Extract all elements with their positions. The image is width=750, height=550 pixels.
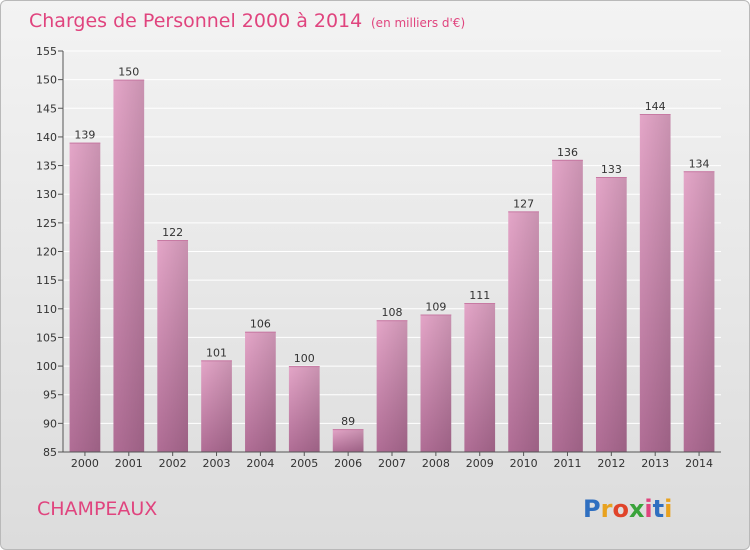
y-tick-label: 145 (36, 102, 57, 115)
data-label: 89 (341, 415, 355, 428)
x-tick-label: 2012 (597, 457, 625, 470)
x-tick-label: 2008 (422, 457, 450, 470)
y-tick-label: 150 (36, 74, 57, 87)
bar-shade (376, 320, 408, 452)
proxiti-logo-letter: t (653, 495, 664, 523)
y-tick-label: 125 (36, 217, 57, 230)
data-label: 127 (513, 197, 534, 210)
data-label: 111 (469, 289, 490, 302)
proxiti-logo-letter: x (629, 495, 645, 523)
bar-shade (288, 366, 320, 452)
bar-shade (683, 171, 715, 453)
y-tick-label: 95 (43, 389, 57, 402)
bar-shade (639, 114, 671, 452)
y-tick-label: 85 (43, 446, 57, 459)
data-label: 144 (645, 100, 666, 113)
bar-shade (508, 211, 539, 452)
proxiti-logo: Proxiti (583, 495, 672, 523)
x-tick-label: 2000 (71, 457, 99, 470)
commune-name: CHAMPEAUX (37, 498, 157, 520)
y-tick-label: 105 (36, 331, 57, 344)
bar-shade (420, 314, 452, 452)
x-tick-label: 2001 (115, 457, 143, 470)
x-tick-label: 2004 (246, 457, 274, 470)
chart-title: Charges de Personnel 2000 à 2014 (29, 10, 362, 32)
bar-shade (201, 360, 232, 452)
data-label: 133 (601, 163, 622, 176)
bar-shade (69, 142, 101, 452)
bar-shade (464, 303, 496, 452)
x-tick-label: 2013 (641, 457, 669, 470)
proxiti-logo-letter: P (583, 495, 601, 523)
x-tick-label: 2009 (466, 457, 494, 470)
data-label: 134 (689, 157, 710, 170)
proxiti-logo-letter: i (664, 495, 672, 523)
bar-shade (113, 79, 145, 453)
data-label: 109 (425, 301, 446, 314)
data-label: 108 (382, 306, 403, 319)
x-tick-label: 2014 (685, 457, 713, 470)
x-tick-label: 2002 (159, 457, 187, 470)
axis-layer: 8590951001051101151201251301351401451501… (36, 45, 721, 470)
data-label: 101 (206, 346, 227, 359)
proxiti-logo-letter: o (612, 495, 629, 523)
bar-shade (595, 177, 627, 452)
chart-subtitle: (en milliers d'€) (371, 16, 465, 30)
x-tick-label: 2007 (378, 457, 406, 470)
bar-shade (552, 159, 583, 453)
x-tick-label: 2003 (203, 457, 231, 470)
data-label: 150 (118, 66, 139, 79)
bar-layer: 139 150 122 101 106 100 89 108 109 111 127 136 133 14… (69, 66, 715, 453)
y-tick-label: 140 (36, 131, 57, 144)
y-tick-label: 115 (36, 274, 57, 287)
y-tick-label: 130 (36, 188, 57, 201)
bar-shade (157, 240, 189, 452)
data-label: 122 (162, 226, 183, 239)
y-tick-label: 120 (36, 246, 57, 259)
y-tick-label: 155 (36, 45, 57, 58)
x-tick-label: 2011 (553, 457, 581, 470)
proxiti-logo-letter: i (644, 495, 652, 523)
x-tick-label: 2006 (334, 457, 362, 470)
y-tick-label: 100 (36, 360, 57, 373)
x-tick-label: 2005 (290, 457, 318, 470)
data-label: 136 (557, 146, 578, 159)
y-tick-label: 90 (43, 417, 57, 430)
data-label: 100 (294, 352, 315, 365)
data-label: 106 (250, 318, 271, 331)
y-tick-label: 110 (36, 303, 57, 316)
proxiti-logo-letter: r (601, 495, 613, 523)
y-tick-label: 135 (36, 160, 57, 173)
bar-shade (332, 429, 364, 452)
x-tick-label: 2010 (510, 457, 538, 470)
data-label: 139 (74, 129, 95, 142)
bar-shade (245, 331, 276, 452)
